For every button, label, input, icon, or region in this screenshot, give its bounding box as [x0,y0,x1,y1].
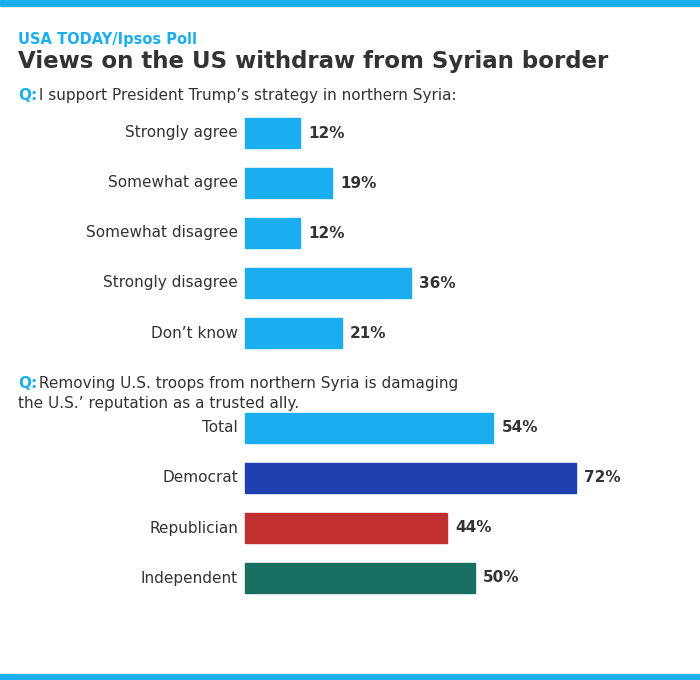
Text: I support President Trump’s strategy in northern Syria:: I support President Trump’s strategy in … [34,88,456,103]
Text: 21%: 21% [349,326,386,341]
Text: Q:: Q: [18,376,37,391]
Bar [0,674,700,680]
Bar [245,563,475,593]
Text: the U.S.’ reputation as a trusted ally.: the U.S.’ reputation as a trusted ally. [18,396,299,411]
Text: 50%: 50% [483,571,519,585]
Text: Total: Total [202,420,238,435]
Text: Don’t know: Don’t know [151,326,238,341]
Bar [245,463,576,493]
Bar [0,0,700,6]
Text: 12%: 12% [308,126,344,141]
Text: Strongly agree: Strongly agree [125,126,238,141]
Text: Removing U.S. troops from northern Syria is damaging: Removing U.S. troops from northern Syria… [34,376,458,391]
Text: 19%: 19% [340,175,377,190]
Bar [245,268,411,298]
Bar [245,318,342,348]
Text: Somewhat disagree: Somewhat disagree [86,226,238,241]
Text: Somewhat agree: Somewhat agree [108,175,238,190]
Text: Independent: Independent [141,571,238,585]
Bar [245,118,300,148]
Bar [245,513,447,543]
Bar [245,218,300,248]
Text: Republician: Republician [149,520,238,536]
Text: USA TODAY/Ipsos Poll: USA TODAY/Ipsos Poll [18,32,197,47]
Text: 54%: 54% [501,420,538,435]
Text: 72%: 72% [584,471,621,486]
Text: Views on the US withdraw from Syrian border: Views on the US withdraw from Syrian bor… [18,50,608,73]
Text: 36%: 36% [419,275,455,290]
Bar [245,168,332,198]
Text: 44%: 44% [456,520,492,536]
Text: 12%: 12% [308,226,344,241]
Bar [245,413,494,443]
Text: Democrat: Democrat [162,471,238,486]
Text: Q:: Q: [18,88,37,103]
Text: Strongly disagree: Strongly disagree [104,275,238,290]
